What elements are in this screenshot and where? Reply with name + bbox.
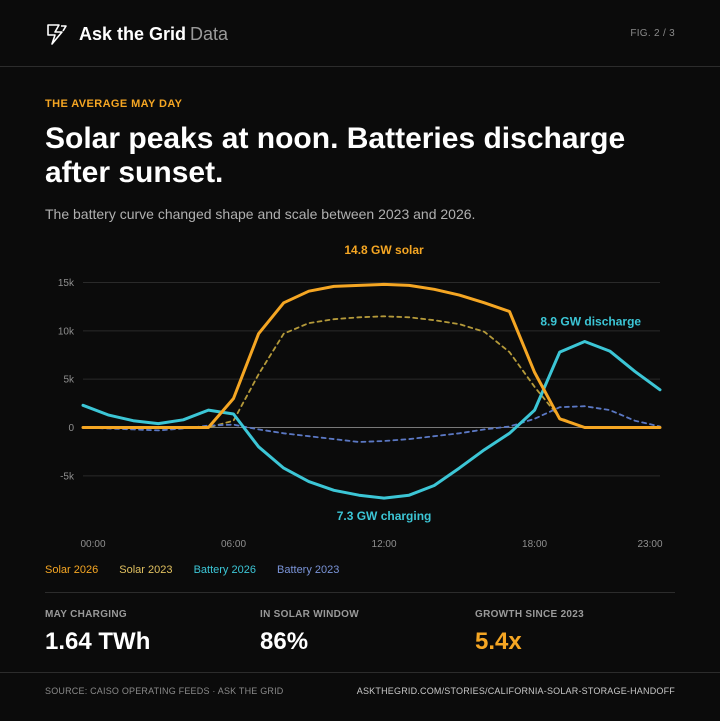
stat-value: 5.4x <box>475 628 522 655</box>
subtitle: The battery curve changed shape and scal… <box>45 206 476 222</box>
x-tick-label: 00:00 <box>80 539 105 550</box>
legend-battery-2026: Battery 2026 <box>193 564 256 576</box>
brand-name: Ask the Grid <box>79 24 187 44</box>
legend-solar-2023: Solar 2023 <box>119 564 173 576</box>
stat-value: 86% <box>260 628 309 655</box>
y-tick-label: 10k <box>58 326 75 337</box>
line-chart: 15k 10k 5k 0 -5k 00:00 06:00 12:00 18:00 23:00 14.… <box>58 243 663 550</box>
headline: Solar peaks at noon. Batteries discharge… <box>45 122 626 189</box>
footer: SOURCE: CAISO OPERATING FEEDS · ASK THE … <box>0 672 720 721</box>
stat-label: GROWTH SINCE 2023 <box>475 609 585 620</box>
stat-label: MAY CHARGING <box>45 609 127 620</box>
kicker: THE AVERAGE MAY DAY <box>45 98 183 110</box>
header: Ask the Grid Data FIG. 2 / 3 <box>0 0 720 67</box>
story-link[interactable]: ASKTHEGRID.COM/STORIES/CALIFORNIA-SOLAR-… <box>356 686 675 696</box>
chart-legend: Solar 2026 Solar 2023 Battery 2026 Batte… <box>45 564 357 576</box>
stat-label: IN SOLAR WINDOW <box>260 609 359 620</box>
bolt-logo-icon <box>47 24 67 45</box>
stat-growth: GROWTH SINCE 2023 5.4x <box>475 609 584 656</box>
legend-battery-2023: Battery 2023 <box>277 564 340 576</box>
stat-may-charging: MAY CHARGING 1.64 TWh <box>45 609 150 656</box>
series-line-battery-2026 <box>81 340 662 500</box>
stats-row: MAY CHARGING 1.64 TWh IN SOLAR WINDOW 86… <box>45 592 675 665</box>
source-note: SOURCE: CAISO OPERATING FEEDS · ASK THE … <box>45 686 284 696</box>
y-tick-label: 15k <box>58 278 75 289</box>
figure-counter: FIG. 2 / 3 <box>630 28 675 39</box>
y-tick-label: -5k <box>60 471 75 482</box>
brand[interactable]: Ask the Grid Data <box>79 23 228 45</box>
x-tick-label: 23:00 <box>637 539 662 550</box>
x-tick-label: 12:00 <box>372 539 397 550</box>
stat-in-solar-window: IN SOLAR WINDOW 86% <box>260 609 359 656</box>
y-tick-label: 0 <box>68 423 74 434</box>
y-tick-label: 5k <box>63 375 75 386</box>
stat-value: 1.64 TWh <box>45 628 151 655</box>
x-tick-label: 06:00 <box>221 539 246 550</box>
series-line-solar-2026 <box>81 282 662 429</box>
annotation-solar-peak: 14.8 GW solar <box>344 243 424 257</box>
legend-solar-2026: Solar 2026 <box>45 564 99 576</box>
x-tick-label: 18:00 <box>522 539 547 550</box>
annotation-battery-discharge: 8.9 GW discharge <box>540 314 641 328</box>
annotation-battery-charging: 7.3 GW charging <box>337 509 432 523</box>
series-line-solar-2023 <box>82 315 661 429</box>
brand-suffix: Data <box>190 24 229 44</box>
